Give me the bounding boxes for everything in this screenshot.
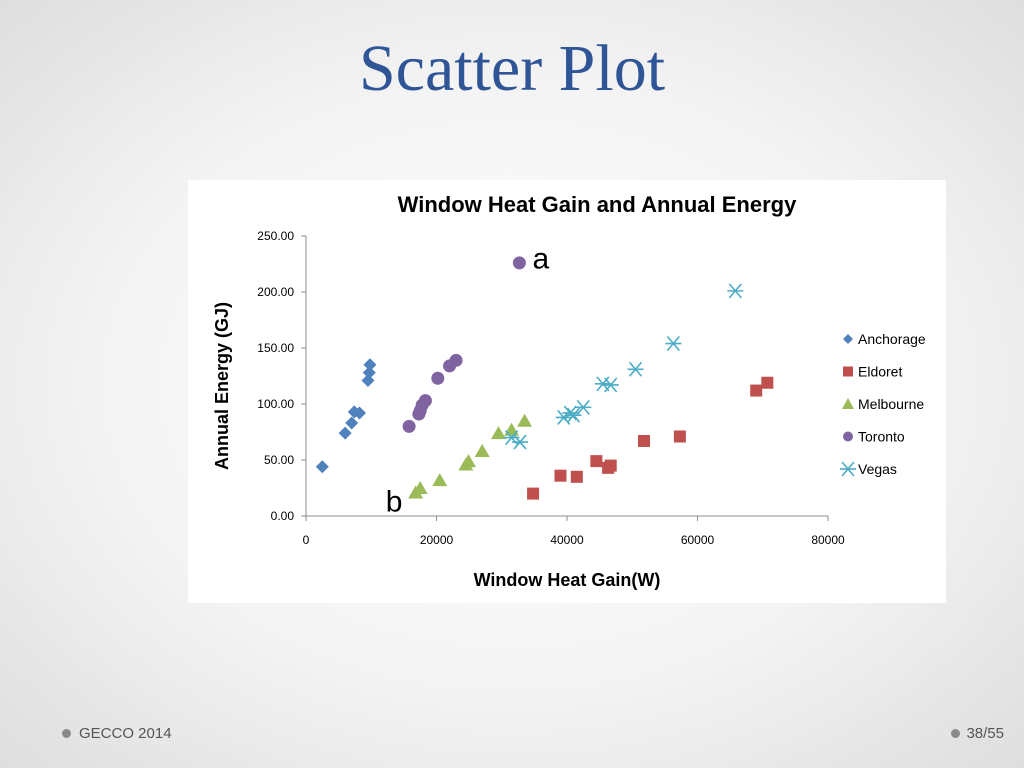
data-point-vegas [565,407,582,423]
data-point-toronto [449,353,463,367]
footer-bullet-icon [951,728,961,738]
legend-label-melbourne: Melbourne [858,396,924,412]
y-tick-label: 50.00 [264,453,294,467]
data-point-toronto [431,371,445,385]
data-point-vegas [602,377,619,393]
data-point-anchorage [353,406,367,420]
data-point-vegas [575,399,592,415]
data-point-eldoret [590,455,603,468]
legend-label-anchorage: Anchorage [858,331,926,347]
data-point-eldoret [554,469,567,482]
y-tick-label: 200.00 [257,285,294,299]
data-point-melbourne [490,426,506,440]
annotation-b: b [386,485,403,518]
data-point-eldoret [750,384,763,397]
x-tick-label: 80000 [811,533,845,547]
legend-marker-vegas [840,461,856,477]
slide-number: 38/55 [966,724,1004,742]
data-point-toronto [418,394,432,408]
legend-label-vegas: Vegas [858,461,897,477]
x-tick-label: 60000 [681,533,715,547]
legend-label-toronto: Toronto [858,429,905,445]
data-point-vegas [727,283,744,299]
x-axis-label: Window Heat Gain(W) [474,570,661,590]
data-point-vegas [512,434,529,450]
data-point-anchorage [338,426,352,440]
footer-right: 38/55 [951,722,1004,744]
chart-panel: Window Heat Gain and Annual Energy 0.00 50… [188,180,946,603]
data-point-anchorage [363,358,377,372]
data-point-toronto [402,419,416,433]
y-tick-label: 0.00 [271,509,295,523]
legend-marker-toronto [843,431,853,442]
footer-bullet-icon [62,728,71,738]
data-point-eldoret [673,430,686,443]
x-tick-label: 40000 [550,533,584,547]
data-point-vegas [665,335,682,352]
scatter-chart: Window Heat Gain and Annual Energy 0.00 50… [212,192,926,590]
data-point-anchorage [361,373,375,387]
data-point-anchorage [345,416,359,430]
legend-marker-melbourne [842,398,854,409]
data-point-vegas [627,361,644,377]
y-axis-label: Annual Energy (GJ) [212,302,232,470]
y-tick-label: 100.00 [257,397,294,411]
data-point-eldoret [604,459,617,472]
x-tick-label: 0 [303,533,310,547]
data-point-melbourne [460,454,476,468]
y-tick-label: 150.00 [257,341,294,355]
chart-title: Window Heat Gain and Annual Energy [398,192,797,217]
x-tick-label: 20000 [420,533,454,547]
data-point-eldoret [570,470,583,483]
conference-label: GECCO 2014 [79,724,172,742]
data-point-toronto [512,256,526,270]
legend-label-eldoret: Eldoret [858,364,902,380]
data-point-anchorage [362,366,376,380]
slide-title: Scatter Plot [358,32,666,105]
annotation-a: a [533,242,550,275]
legend-marker-anchorage [843,334,853,344]
data-point-melbourne [412,481,428,494]
footer-left: GECCO 2014 [62,722,172,744]
data-point-melbourne [504,422,520,436]
legend-marker-eldoret [843,366,853,377]
data-point-eldoret [637,434,650,447]
data-point-melbourne [474,444,490,458]
data-point-melbourne [517,413,533,427]
data-point-eldoret [761,376,774,389]
data-point-eldoret [527,487,540,500]
data-point-anchorage [315,460,329,474]
data-point-melbourne [432,473,448,487]
y-tick-label: 250.00 [257,229,294,243]
